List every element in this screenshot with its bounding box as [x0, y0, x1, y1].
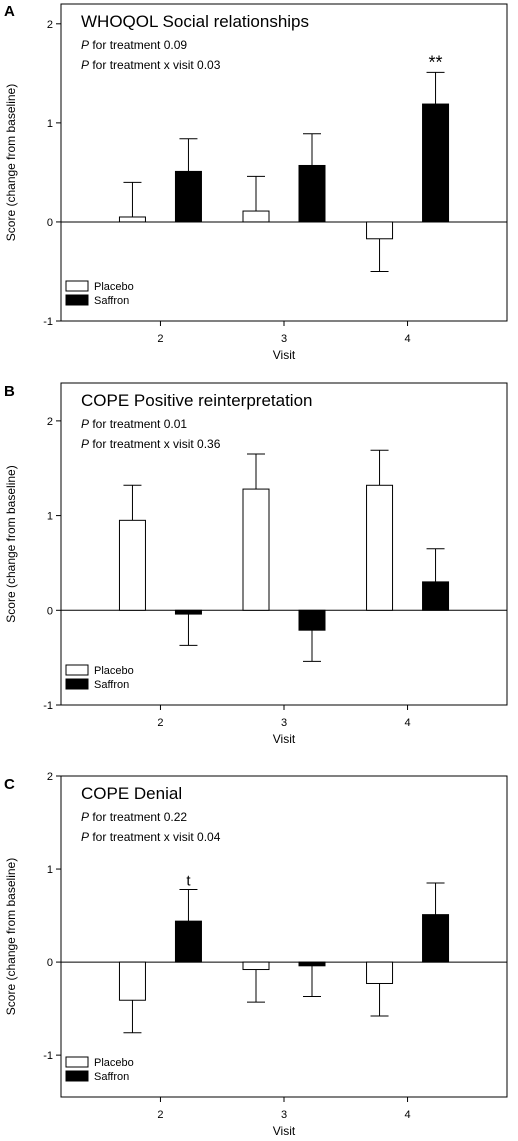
significance-marker: ** [429, 52, 443, 72]
bar-placebo [366, 484, 394, 611]
chart-title: COPE Denial [81, 784, 182, 803]
stat-line-p: P [81, 58, 89, 72]
y-tick-label: 0 [47, 605, 53, 617]
y-axis-label: Score (change from baseline) [4, 465, 18, 622]
legend-swatch-saffron [65, 678, 89, 690]
legend-label: Placebo [94, 1057, 134, 1069]
y-axis-label: Score (change from baseline) [4, 858, 18, 1015]
x-tick-label: 4 [404, 333, 410, 345]
stat-line: P for treatment x visit 0.04 [81, 830, 221, 844]
y-tick-label: 1 [47, 864, 53, 876]
x-tick-label: 4 [404, 1109, 410, 1121]
stat-line-text: for treatment x visit 0.04 [89, 830, 221, 844]
legend-label: Saffron [94, 1071, 129, 1083]
bar-placebo [118, 519, 146, 611]
y-tick-label: 1 [47, 511, 53, 523]
x-tick-label: 3 [281, 1109, 287, 1121]
legend-swatch-saffron [65, 294, 89, 306]
bar-saffron [298, 164, 326, 223]
bar-placebo [366, 961, 394, 984]
x-axis-label: Visit [273, 1124, 296, 1138]
bar-saffron [422, 103, 450, 223]
chart-title: COPE Positive reinterpretation [81, 391, 313, 410]
bar-placebo [118, 216, 146, 223]
bar-placebo [242, 488, 270, 611]
stat-line: P for treatment 0.09 [81, 38, 187, 52]
y-tick-label: -1 [43, 700, 53, 712]
bar-saffron [298, 609, 326, 631]
stat-line-text: for treatment 0.09 [89, 38, 187, 52]
y-tick-label: 2 [47, 19, 53, 31]
legend-swatch-placebo [65, 1056, 89, 1068]
legend-swatch-placebo [65, 280, 89, 292]
y-axis-label: Score (change from baseline) [4, 84, 18, 241]
y-tick-label: 2 [47, 771, 53, 783]
bar-placebo [242, 961, 270, 971]
stat-line-text: for treatment 0.01 [89, 417, 187, 431]
bar-saffron [422, 914, 450, 963]
stat-line: P for treatment x visit 0.36 [81, 437, 221, 451]
chart-title: WHOQOL Social relationships [81, 12, 309, 31]
bar-saffron [298, 961, 326, 967]
stat-line-p: P [81, 810, 89, 824]
x-tick-label: 3 [281, 717, 287, 729]
legend-swatch-saffron [65, 1070, 89, 1082]
legend-label: Placebo [94, 281, 134, 293]
bar-placebo [118, 961, 146, 1001]
y-tick-label: 0 [47, 957, 53, 969]
x-axis-label: Visit [273, 348, 296, 362]
x-tick-label: 4 [404, 717, 410, 729]
y-tick-label: -1 [43, 316, 53, 328]
bar-saffron [174, 170, 202, 223]
bar-saffron [422, 581, 450, 611]
y-tick-label: 1 [47, 118, 53, 130]
x-tick-label: 2 [157, 1109, 163, 1121]
legend-swatch-placebo [65, 664, 89, 676]
legend-label: Placebo [94, 665, 134, 677]
bar-placebo [242, 210, 270, 223]
x-axis-label: Visit [273, 732, 296, 746]
legend-label: Saffron [94, 295, 129, 307]
stat-line-p: P [81, 830, 89, 844]
stat-line-text: for treatment x visit 0.36 [89, 437, 221, 451]
stat-line-text: for treatment x visit 0.03 [89, 58, 221, 72]
panel-label: A [4, 3, 15, 20]
significance-marker: t [186, 873, 191, 890]
y-tick-label: 0 [47, 217, 53, 229]
stat-line: P for treatment 0.22 [81, 810, 187, 824]
x-tick-label: 2 [157, 717, 163, 729]
panel-label: B [4, 383, 15, 400]
panel-label: C [4, 776, 15, 793]
stat-line-p: P [81, 437, 89, 451]
stat-line: P for treatment x visit 0.03 [81, 58, 221, 72]
x-tick-label: 3 [281, 333, 287, 345]
x-tick-label: 2 [157, 333, 163, 345]
bar-placebo [366, 221, 394, 240]
stat-line-text: for treatment 0.22 [89, 810, 187, 824]
stat-line: P for treatment 0.01 [81, 417, 187, 431]
legend-label: Saffron [94, 679, 129, 691]
bar-saffron [174, 920, 202, 963]
stat-line-p: P [81, 38, 89, 52]
y-tick-label: 2 [47, 416, 53, 428]
stat-line-p: P [81, 417, 89, 431]
y-tick-label: -1 [43, 1050, 53, 1062]
bar-saffron [174, 609, 202, 615]
